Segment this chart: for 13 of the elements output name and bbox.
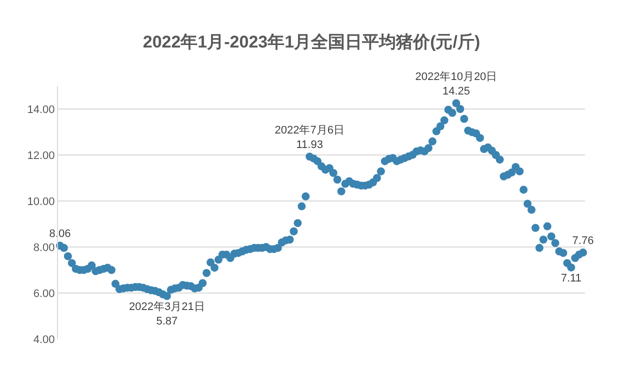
data-label: 7.76 <box>572 234 594 247</box>
chart-title: 2022年1月-2023年1月全国日平均猪价(元/斤) <box>142 32 480 52</box>
y-tick-label: 12.00 <box>27 150 55 162</box>
data-label: 2022年10月20日 14.25 <box>415 71 498 98</box>
y-tick-label: 14.00 <box>27 104 55 116</box>
data-label: 7.11 <box>560 272 582 285</box>
data-label: 2022年7月6日 11.93 <box>274 124 344 151</box>
y-tick-label: 10.00 <box>27 196 55 208</box>
y-tick-label: 4.00 <box>33 334 55 346</box>
y-tick-label: 8.00 <box>33 242 55 254</box>
y-tick-label: 6.00 <box>33 288 55 300</box>
data-label: 8.06 <box>49 228 71 240</box>
data-label: 2022年3月21日 5.87 <box>129 301 205 328</box>
